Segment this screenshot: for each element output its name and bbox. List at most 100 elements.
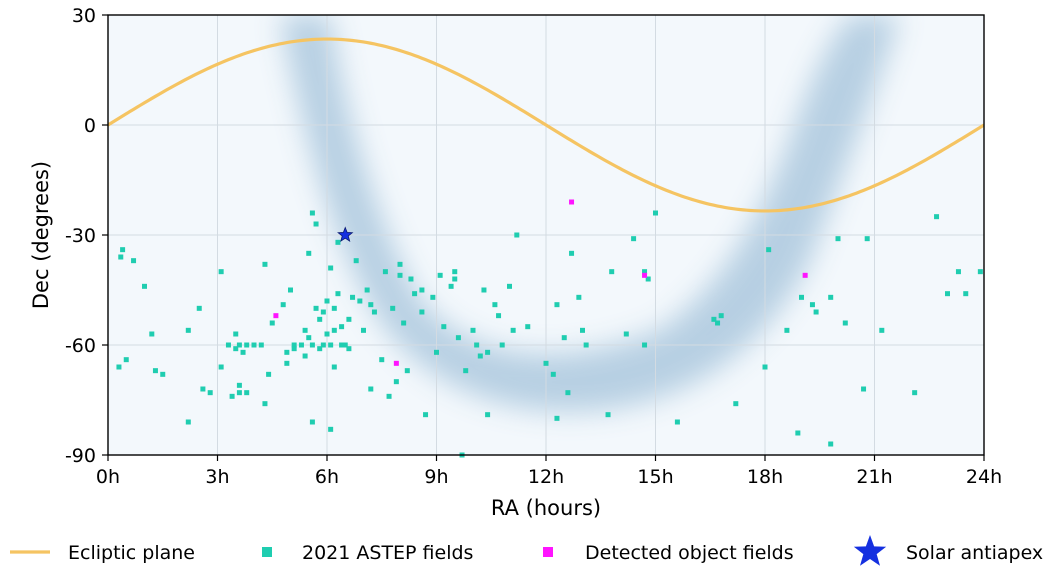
astep-field-point (784, 327, 790, 333)
x-tick-label: 24h (966, 466, 1002, 488)
x-tick-label: 18h (747, 466, 783, 488)
ecliptic-line (108, 37, 984, 213)
astep-field-point (934, 214, 940, 220)
x-tick-label: 15h (637, 466, 673, 488)
detected-field-point (642, 272, 648, 278)
astep-field-point (185, 419, 191, 425)
astep-field-point (525, 324, 531, 330)
astep-field-point (317, 346, 323, 352)
astep-field-point (123, 357, 129, 363)
astep-field-point (605, 412, 611, 418)
astep-field-point (324, 331, 330, 337)
astep-field-point (364, 287, 370, 293)
astep-field-point (674, 419, 680, 425)
astep-field-point (842, 320, 848, 326)
astep-field-point (485, 349, 491, 355)
astep-field-point (196, 305, 202, 311)
milky-way-background (280, 15, 900, 412)
astep-field-point (339, 324, 345, 330)
astep-field-point (448, 283, 454, 289)
astep-field-point (320, 342, 326, 348)
astep-field-point (733, 401, 739, 407)
astep-field-point (419, 287, 425, 293)
y-tick-label: 30 (72, 5, 96, 27)
astep-field-point (623, 331, 629, 337)
astep-field-point (284, 349, 290, 355)
astep-field-point (342, 342, 348, 348)
astep-field-point (977, 269, 983, 275)
astep-field-point (240, 349, 246, 355)
astep-field-point (864, 236, 870, 242)
ecliptic-layer (108, 37, 984, 213)
astep-field-point (302, 327, 308, 333)
astep-field-point (331, 364, 337, 370)
astep-field-point (561, 335, 567, 341)
astep-field-point (423, 412, 429, 418)
antiapex-layer (337, 226, 354, 242)
astep-field-point (470, 327, 476, 333)
detected-field-point (569, 199, 575, 205)
astep-field-point (298, 342, 304, 348)
astep-field-point (236, 390, 242, 396)
astep-field-point (284, 360, 290, 366)
astep-field-point (499, 342, 505, 348)
astep-field-point (306, 250, 312, 256)
astep-field-point (631, 236, 637, 242)
y-tick-label: -30 (65, 225, 96, 247)
astep-field-point (397, 261, 403, 267)
astep-field-point (339, 342, 345, 348)
astep-field-point (828, 441, 834, 447)
astep-field-point (335, 291, 341, 297)
astep-field-point (309, 210, 315, 216)
legend-ecliptic-label: Ecliptic plane (68, 542, 195, 564)
astep-field-point (642, 342, 648, 348)
astep-field-point (116, 364, 122, 370)
y-tick-label: -90 (65, 445, 96, 467)
detected-field-point (273, 313, 279, 319)
y-tick-label: -60 (65, 335, 96, 357)
astep-field-point (945, 291, 950, 297)
astep-field-point (353, 258, 359, 264)
astep-field-point (474, 342, 480, 348)
astep-field-point (550, 371, 556, 377)
detected-points (273, 199, 808, 366)
legend-antiapex-label: Solar antiapex (906, 542, 1043, 564)
astep-field-point (963, 291, 969, 297)
astep-field-point (313, 221, 319, 227)
astep-field-point (288, 287, 293, 293)
astep-field-point (645, 276, 651, 282)
astep-field-point (386, 393, 392, 399)
legend-detected-swatch (543, 547, 553, 557)
astep-field-point (142, 283, 147, 289)
astep-field-point (346, 316, 352, 322)
astep-field-point (609, 269, 615, 275)
astep-field-point (291, 346, 297, 352)
astep-field-point (583, 342, 589, 348)
astep-field-point (642, 269, 648, 275)
legend: Ecliptic plane 2021 ASTEP fields Detected … (10, 535, 1043, 566)
x-tick-label: 9h (424, 466, 448, 488)
astep-field-point (715, 320, 721, 326)
astep-field-point (879, 327, 885, 333)
y-ticks: 30 0 -30 -60 -90 (65, 5, 108, 467)
x-tick-label: 12h (528, 466, 564, 488)
astep-field-point (397, 272, 403, 278)
astep-field-point (485, 412, 491, 418)
astep-field-point (302, 353, 308, 359)
astep-field-point (390, 305, 396, 311)
astep-field-point (580, 327, 585, 333)
astep-field-point (510, 327, 516, 333)
astep-field-point (251, 342, 257, 348)
astep-field-point (200, 386, 206, 392)
legend-antiapex-swatch (853, 535, 887, 566)
astep-field-point (576, 294, 582, 300)
astep-field-point (225, 342, 231, 348)
astep-field-point (795, 430, 801, 436)
astep-field-point (828, 294, 834, 300)
astep-field-point (218, 364, 224, 370)
astep-field-point (331, 305, 337, 311)
astep-field-point (160, 371, 166, 377)
astep-field-point (463, 368, 469, 374)
astep-field-point (309, 419, 315, 425)
